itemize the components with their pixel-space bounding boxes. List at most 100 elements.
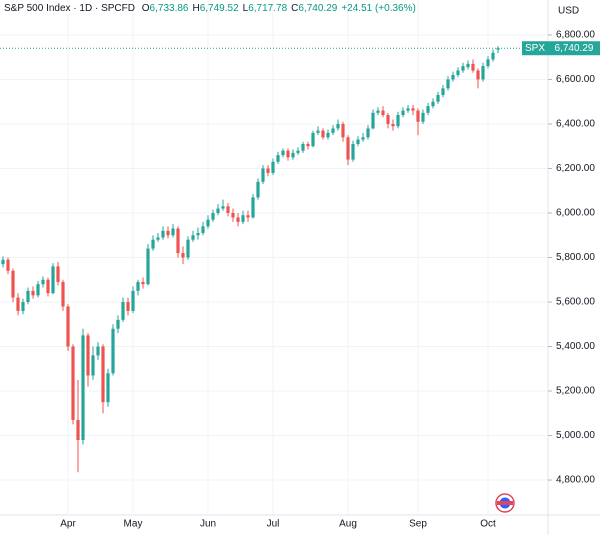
candle-body xyxy=(236,217,240,222)
candle-body xyxy=(16,297,20,311)
candle-body xyxy=(141,281,145,285)
last-price-label: 6,740.29 xyxy=(555,43,594,54)
candle-body xyxy=(101,346,105,403)
candle-body xyxy=(96,346,100,356)
stat-key: H xyxy=(192,3,200,14)
candle-body xyxy=(31,290,35,296)
last-price-symbol-box xyxy=(522,41,548,56)
candle-body xyxy=(66,306,70,347)
candle-body xyxy=(496,48,500,50)
candle-body xyxy=(386,115,390,124)
y-tick-label: 5,600.00 xyxy=(556,297,595,308)
candle-body xyxy=(151,239,155,249)
candle-body xyxy=(1,259,5,265)
candle-body xyxy=(491,52,495,60)
candle-body xyxy=(466,63,470,68)
candle-body xyxy=(181,253,185,258)
y-tick-label: 5,400.00 xyxy=(556,341,595,352)
candle-body xyxy=(61,281,65,307)
candle-body xyxy=(396,115,400,127)
candle-body xyxy=(281,150,285,156)
y-tick-label: 4,800.00 xyxy=(556,475,595,486)
candle-body xyxy=(486,59,490,67)
y-tick-label: 5,200.00 xyxy=(556,386,595,397)
candle-body xyxy=(356,139,360,144)
stat-value: 6,717.78 xyxy=(248,3,288,14)
candle-body xyxy=(51,266,55,294)
candle-body xyxy=(266,168,270,173)
candle-body xyxy=(296,150,300,153)
candle-body xyxy=(46,279,50,294)
candle-body xyxy=(206,219,210,227)
stat-key: O xyxy=(141,3,150,14)
candle-body xyxy=(221,206,225,209)
candle-body xyxy=(351,143,355,160)
candle-body xyxy=(211,212,215,220)
x-tick-label: Sep xyxy=(409,519,427,530)
candle-body xyxy=(216,208,220,213)
candle-body xyxy=(366,128,370,138)
candle-body xyxy=(161,230,165,238)
candle-body xyxy=(106,373,110,403)
ohlc-stat: +24.51 (+0.36%) xyxy=(341,3,416,14)
candle-body xyxy=(341,123,345,138)
candle-body xyxy=(306,143,310,147)
candle-body xyxy=(381,110,385,116)
stat-value: +24.51 (+0.36%) xyxy=(341,3,416,14)
candle-body xyxy=(471,63,475,71)
candle-body xyxy=(451,75,455,80)
y-tick-label: 6,600.00 xyxy=(556,74,595,85)
candle-body xyxy=(41,279,45,285)
candle-body xyxy=(121,302,125,320)
candle-body xyxy=(271,161,275,173)
ohlc-stat: C6,740.29 xyxy=(291,3,337,14)
y-tick-label: 6,000.00 xyxy=(556,208,595,219)
candle-body xyxy=(431,101,435,107)
ohlc-stat: H6,749.52 xyxy=(192,3,238,14)
candle-body xyxy=(171,228,175,236)
candle-body xyxy=(176,228,180,254)
candle-body xyxy=(246,215,250,218)
candle-body xyxy=(196,233,200,236)
candle-body xyxy=(251,197,255,218)
y-tick-label: 6,800.00 xyxy=(556,30,595,41)
candle-body xyxy=(371,112,375,129)
candle-body xyxy=(376,110,380,113)
logo xyxy=(495,493,515,513)
candle-body xyxy=(391,123,395,127)
x-tick-label: Aug xyxy=(339,519,357,530)
candle-body xyxy=(446,79,450,89)
y-tick-label: 6,200.00 xyxy=(556,163,595,174)
stat-value: 6,733.86 xyxy=(149,3,189,14)
last-price-symbol: SPX xyxy=(525,43,545,54)
candle-body xyxy=(426,106,430,113)
y-tick-label: 5,800.00 xyxy=(556,252,595,263)
x-tick-label: Jun xyxy=(200,519,216,530)
candle-body xyxy=(331,128,335,133)
candle-body xyxy=(131,290,135,311)
header: S&P 500 Index · 1D · SPCFD O6,733.86 H6,7… xyxy=(4,3,416,14)
candle-body xyxy=(401,110,405,116)
x-tick-label: Apr xyxy=(60,519,76,530)
candle-body xyxy=(11,270,15,298)
candle-body xyxy=(316,130,320,133)
candle-body xyxy=(301,143,305,151)
candle-body xyxy=(481,66,485,80)
candle-body xyxy=(6,259,10,271)
candle-body xyxy=(441,88,445,96)
candle-body xyxy=(136,281,140,291)
last-price-box xyxy=(548,41,600,56)
candle-body xyxy=(276,155,280,162)
stat-key: C xyxy=(291,3,299,14)
y-tick-label: 6,400.00 xyxy=(556,119,595,130)
candle-body xyxy=(291,152,295,158)
candle-body xyxy=(116,319,120,329)
candle-body xyxy=(166,230,170,236)
candle-body xyxy=(261,168,265,182)
candle-body xyxy=(21,302,25,311)
candle-body xyxy=(156,237,160,240)
candle-body xyxy=(146,248,150,285)
candle-body xyxy=(321,130,325,138)
